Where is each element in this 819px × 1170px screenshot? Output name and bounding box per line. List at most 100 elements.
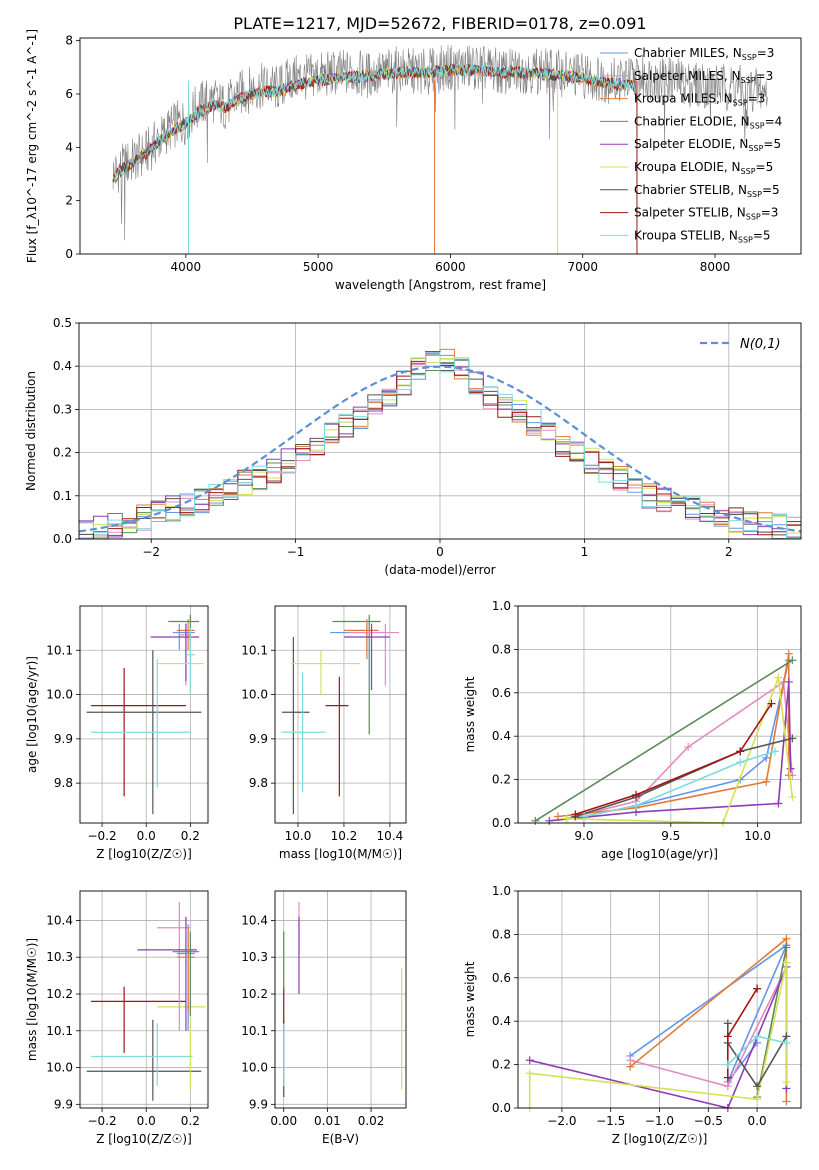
- mass_weight_vs_age-frame: [517, 605, 802, 824]
- spectrum-ytick-label: 0: [65, 247, 73, 261]
- mass_weight_vs_age-marker-salpeter_elodie: [545, 816, 554, 825]
- residuals-ylabel: Normed distribution: [24, 371, 38, 491]
- residuals-xlabel: (data-model)/error: [384, 563, 495, 577]
- mass_weight_vs_age-xtick-label: 9.0: [574, 829, 593, 843]
- age_vs_Z-ytick-label: 9.9: [54, 732, 73, 746]
- mass_weight_vs_Z-marker-kroupa_stelib: [782, 1038, 791, 1047]
- mass_weight_vs_age-xtick-label: 9.5: [661, 829, 680, 843]
- age_vs_mass-xtick-label: 10.4: [377, 829, 404, 843]
- mass_weight_vs_age-ytick-label: 0.8: [492, 642, 511, 656]
- mass_weight_vs_Z-ytick-label: 0.6: [492, 971, 511, 985]
- mass_weight_vs_Z-ytick-label: 1.0: [492, 884, 511, 898]
- spectrum-frame: [79, 37, 802, 255]
- mass_vs_ebv-ytick-label: 10.4: [241, 913, 268, 927]
- legend-label-chabrier_miles: Chabrier MILES, NSSP=3: [634, 46, 774, 62]
- spectrum-xlabel: wavelength [Angstrom, rest frame]: [335, 278, 546, 292]
- mass_weight_vs_age-marker-salpeter_elodie: [774, 799, 783, 808]
- mass_weight_vs_age-marker-chabrier_miles: [762, 753, 771, 762]
- legend-label-salpeter_elodie: Salpeter ELODIE, NSSP=5: [634, 137, 781, 153]
- normal-legend-label: N(0,1): [740, 337, 781, 352]
- age_vs_Z-frame: [79, 605, 209, 824]
- mass_weight_vs_age-ytick-label: 0.2: [492, 773, 511, 787]
- mass_weight_vs_age-marker-kroupa_elodie: [562, 814, 571, 823]
- mass_weight_vs_Z-marker-chabrier_stelib: [753, 1082, 762, 1091]
- legend-label-kroupa_stelib: Kroupa STELIB, NSSP=5: [634, 228, 771, 244]
- residuals-ytick-label: 0.0: [53, 532, 72, 546]
- mass_weight_vs_Z-marker-salpeter_stelib: [723, 1073, 732, 1082]
- residuals-xtick-label: −1: [287, 545, 305, 559]
- mass_weight_vs_age-marker-salpeter_elodie: [786, 764, 795, 773]
- mass_weight_vs_age-series-chabrier_stelib: [575, 737, 793, 818]
- mass_weight_vs_age-xlabel: age [log10(age/yr)]: [601, 847, 718, 861]
- mass_vs_ebv-ytick-label: 10.3: [241, 950, 268, 964]
- mass_weight_vs_Z-xlabel: Z [log10(Z/Z☉)]: [612, 1132, 708, 1146]
- residuals-xtick-label: 0: [436, 545, 444, 559]
- spectrum-xtick-label: 8000: [700, 260, 731, 274]
- residuals-xtick-label: 1: [581, 545, 589, 559]
- mass_weight_vs_age-marker-chabrier_elodie: [531, 816, 540, 825]
- mass_weight_vs_Z-marker-salpeter_stelib: [753, 984, 762, 993]
- mass_weight_vs_Z-marker-kroupa_miles: [782, 1097, 791, 1106]
- mass_weight_vs_Z-series-chabrier_elodie: [756, 947, 788, 1098]
- mass_weight_vs_Z-marker-chabrier_elodie: [782, 943, 791, 952]
- mass_weight_vs_age-ytick-label: 1.0: [492, 599, 511, 613]
- age_vs_Z-xtick-label: 0.0: [137, 829, 156, 843]
- residuals-frame: [78, 322, 802, 540]
- mass_weight_vs_age-series-salpeter_stelib: [575, 703, 773, 816]
- mass_weight_vs_age-marker-salpeter_miles: [684, 743, 693, 752]
- mass_vs_ebv-ytick-label: 9.9: [249, 1097, 268, 1111]
- mass_weight_vs_age-marker-kroupa_stelib: [770, 747, 779, 756]
- mass_weight_vs_age-marker-salpeter_stelib: [571, 810, 580, 819]
- mass_weight_vs_Z-marker-salpeter_elodie: [525, 1056, 534, 1065]
- mass_vs_ebv-xtick-label: 0.01: [314, 1114, 341, 1128]
- mass_weight_vs_age-ytick-label: 0.4: [492, 729, 511, 743]
- mass_weight_vs_Z-ylabel: mass weight: [463, 961, 477, 1037]
- mass_weight_vs_age-marker-kroupa_stelib: [736, 758, 745, 767]
- age_vs_mass-frame: [274, 605, 407, 824]
- mass_weight_vs_age-marker-kroupa_stelib: [579, 812, 588, 821]
- mass_weight_vs_age-marker-kroupa_stelib: [632, 801, 641, 810]
- mass_vs_ebv-xtick-label: 0.02: [358, 1114, 385, 1128]
- spectrum-ytick-label: 6: [65, 87, 73, 101]
- mass_weight_vs_Z-xtick-label: 0.0: [748, 1114, 767, 1128]
- residuals-xtick-label: 2: [725, 545, 733, 559]
- mass_weight_vs_Z-marker-kroupa_elodie: [525, 1069, 534, 1078]
- mass_weight_vs_Z-series-chabrier_miles: [629, 943, 789, 1083]
- mass_weight_vs_age-series-kroupa_stelib: [583, 750, 776, 818]
- mass_vs_Z-ytick-label: 10.4: [46, 913, 73, 927]
- spectrum-model-line-kroupa_stelib: [112, 63, 636, 181]
- residuals-ytick-label: 0.5: [53, 316, 72, 330]
- mass_weight_vs_Z-ytick-label: 0.2: [492, 1058, 511, 1072]
- mass_weight_vs_Z-marker-kroupa_miles: [782, 934, 791, 943]
- mass_weight_vs_age-marker-salpeter_stelib: [767, 699, 776, 708]
- mass_vs_Z-ytick-label: 10.0: [46, 1061, 73, 1075]
- age_vs_Z-ytick-label: 10.1: [46, 643, 73, 657]
- mass_weight_vs_Z-ytick-label: 0.4: [492, 1014, 511, 1028]
- residuals-ytick-label: 0.3: [53, 402, 72, 416]
- mass_weight_vs_Z-ytick-label: 0.8: [492, 927, 511, 941]
- mass_weight_vs_Z-marker-salpeter_miles: [723, 1082, 732, 1091]
- mass_weight_vs_Z-marker-chabrier_stelib: [723, 1019, 732, 1028]
- mass_weight_vs_age-marker-kroupa_miles: [784, 649, 793, 658]
- mass_weight_vs_age-series-chabrier_elodie: [534, 659, 793, 822]
- residuals-ytick-label: 0.2: [53, 446, 72, 460]
- mass_vs_Z-ytick-label: 9.9: [54, 1097, 73, 1111]
- mass_weight_vs_age-marker-kroupa_elodie: [788, 792, 797, 801]
- residuals-xtick-label: −2: [142, 545, 160, 559]
- legend-label-salpeter_miles: Salpeter MILES, NSSP=3: [634, 69, 773, 85]
- legend-label-chabrier_elodie: Chabrier ELODIE, NSSP=4: [634, 114, 782, 130]
- spectrum-xtick-label: 4000: [171, 260, 202, 274]
- age_vs_Z-xtick-label: 0.2: [181, 829, 200, 843]
- mass_vs_Z-xtick-label: 0.2: [181, 1114, 200, 1128]
- mass_weight_vs_Z-xtick-label: −1.5: [596, 1114, 625, 1128]
- mass_weight_vs_Z-marker-kroupa_stelib: [723, 1060, 732, 1069]
- spectrum-xtick-label: 6000: [435, 260, 466, 274]
- age_vs_mass-xtick-label: 10.2: [331, 829, 358, 843]
- mass_vs_ebv-xlabel: E(B-V): [322, 1132, 359, 1146]
- mass_vs_Z-ytick-label: 10.1: [46, 1024, 73, 1038]
- mass_weight_vs_age-ytick-label: 0.0: [492, 816, 511, 830]
- mass_weight_vs_Z-marker-kroupa_elodie: [753, 1095, 762, 1104]
- age_vs_mass-ytick-label: 9.9: [249, 732, 268, 746]
- mass_vs_Z-xtick-label: 0.0: [137, 1114, 156, 1128]
